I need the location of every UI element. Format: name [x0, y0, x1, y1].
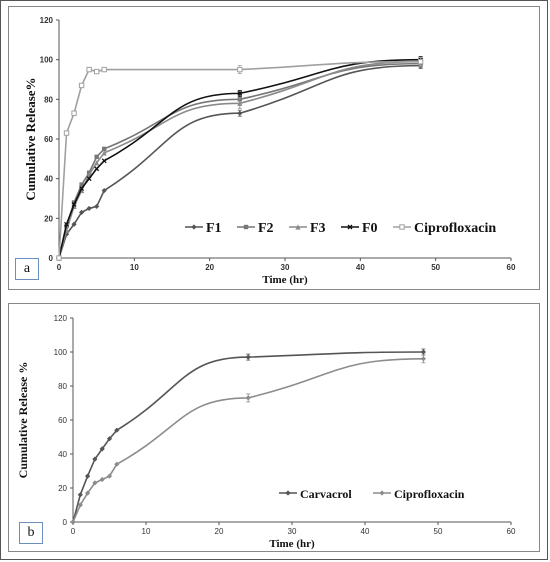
- data-point: [86, 66, 92, 73]
- x-tick-label: 20: [215, 527, 224, 536]
- legend-marker: [295, 224, 301, 230]
- data-point: [245, 354, 251, 360]
- x-tick-label: 10: [142, 527, 151, 536]
- data-point: [417, 58, 424, 65]
- data-point: [237, 110, 243, 116]
- y-tick-label: 20: [58, 484, 67, 493]
- legend-label: F3: [310, 221, 326, 236]
- series-line-carvacrol: [72, 351, 424, 523]
- data-point: [99, 476, 105, 483]
- data-point: [420, 349, 426, 355]
- y-tick-label: 0: [49, 254, 54, 263]
- y-tick-label: 120: [54, 314, 68, 323]
- x-tick-label: 50: [434, 527, 443, 536]
- chart-b-svg: 0 20 40 60 80 100 120 0 10 20 30 40 50 60 Time (hr) Cum…: [16, 314, 516, 550]
- data-point: [106, 473, 113, 479]
- y-tick-label: 40: [58, 450, 67, 459]
- data-point: [71, 110, 77, 116]
- data-point: [85, 473, 91, 479]
- legend-label: F2: [258, 221, 274, 236]
- x-axis-label: Time (hr): [262, 274, 308, 286]
- panel-label-a: a: [15, 258, 39, 280]
- data-point: [77, 502, 83, 508]
- x-tick-label: 40: [361, 527, 370, 536]
- y-tick-label: 60: [44, 135, 53, 144]
- legend-marker: [243, 224, 249, 230]
- series-line-ciprofloxacin: [72, 358, 424, 523]
- data-point: [86, 176, 92, 182]
- data-point: [94, 166, 100, 172]
- x-tick-label: 0: [71, 527, 76, 536]
- y-tick-label: 20: [44, 214, 53, 223]
- data-point: [102, 146, 107, 152]
- data-point: [78, 82, 85, 89]
- data-point: [101, 66, 107, 73]
- y-tick-label: 120: [40, 16, 54, 25]
- data-point: [79, 182, 84, 187]
- chart-a-svg: 0 20 40 60 80 100 120 0 10 20 30 40 50 60 Time (hr) Cum…: [23, 16, 516, 286]
- legend-marker: [399, 224, 405, 230]
- x-tick-label: 30: [281, 263, 290, 272]
- y-axis-label: Cumulative Release%: [23, 77, 38, 200]
- data-point: [114, 461, 120, 467]
- data-point: [79, 186, 85, 192]
- data-point: [93, 68, 100, 75]
- x-tick-label: 20: [205, 263, 214, 272]
- x-tick-label: 0: [57, 263, 62, 272]
- legend-marker: [191, 224, 197, 230]
- chart-panel-a: 0 20 40 60 80 100 120 0 10 20 30 40 50 60 Time (hr) Cum…: [8, 6, 540, 290]
- data-point: [237, 66, 243, 73]
- x-axis-label: Time (hr): [269, 538, 315, 550]
- legend-marker: [379, 490, 385, 496]
- y-tick-label: 40: [44, 175, 53, 184]
- y-tick-label: 100: [54, 348, 68, 357]
- data-point: [237, 90, 243, 96]
- x-tick-label: 30: [288, 527, 297, 536]
- data-point: [94, 203, 100, 210]
- y-axis-label: Cumulative Release %: [16, 362, 30, 479]
- data-point: [64, 221, 69, 227]
- y-tick-label: 80: [44, 95, 53, 104]
- legend-marker: [347, 224, 353, 230]
- y-tick-label: 100: [40, 56, 54, 65]
- panel-label-b: b: [19, 522, 43, 544]
- legend-label: Ciprofloxacin: [414, 221, 496, 236]
- data-point: [56, 255, 62, 261]
- data-point: [106, 436, 113, 442]
- y-tick-label: 80: [58, 382, 67, 391]
- y-tick-label: 60: [58, 416, 67, 425]
- data-point: [101, 158, 107, 164]
- data-point: [420, 356, 426, 362]
- data-point: [86, 205, 92, 212]
- x-tick-label: 50: [431, 263, 440, 272]
- legend-label: Ciprofloxacin: [394, 487, 465, 501]
- x-tick-label: 60: [507, 527, 516, 536]
- legend-label: Carvacrol: [300, 487, 352, 501]
- legend-marker: [285, 490, 291, 496]
- x-tick-label: 40: [356, 263, 365, 272]
- data-point: [70, 519, 76, 525]
- data-point: [63, 130, 70, 136]
- data-point: [245, 395, 251, 401]
- y-tick-label: 0: [63, 518, 68, 527]
- data-point: [237, 100, 243, 106]
- legend-label: F0: [362, 221, 378, 236]
- data-point: [71, 201, 77, 207]
- data-point: [94, 154, 99, 160]
- legend-label: F1: [206, 221, 222, 236]
- data-point: [94, 160, 100, 166]
- data-point: [101, 150, 107, 156]
- x-tick-label: 60: [507, 263, 516, 272]
- data-point: [101, 187, 107, 194]
- chart-panel-b: 0 20 40 60 80 100 120 0 10 20 30 40 50 60 Time (hr) Cum…: [8, 303, 540, 552]
- data-point: [77, 492, 83, 498]
- data-point: [79, 209, 85, 215]
- x-tick-label: 10: [130, 263, 139, 272]
- data-point: [71, 200, 77, 205]
